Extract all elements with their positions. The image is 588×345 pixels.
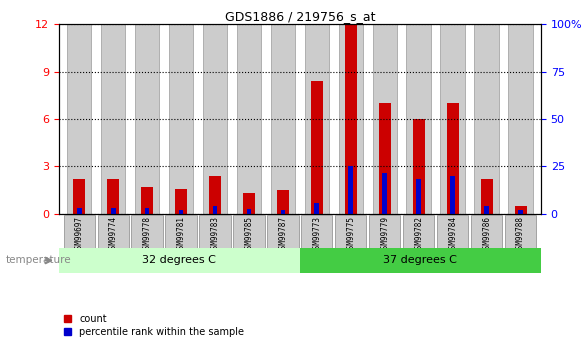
FancyBboxPatch shape <box>437 215 468 248</box>
Bar <box>485 206 489 214</box>
Text: GSM99779: GSM99779 <box>380 216 389 253</box>
FancyBboxPatch shape <box>335 215 366 248</box>
Bar <box>345 24 357 214</box>
Bar <box>77 208 82 214</box>
FancyBboxPatch shape <box>403 215 435 248</box>
Bar <box>379 103 390 214</box>
Bar <box>311 81 323 214</box>
Bar <box>111 208 115 214</box>
Bar <box>480 179 493 214</box>
FancyBboxPatch shape <box>199 215 230 248</box>
Text: GSM99783: GSM99783 <box>211 216 219 253</box>
Text: 32 degrees C: 32 degrees C <box>142 256 216 265</box>
Bar <box>450 176 455 214</box>
Bar <box>145 208 149 214</box>
Text: GSM99785: GSM99785 <box>245 216 253 253</box>
Bar <box>270 24 295 214</box>
Bar <box>107 179 119 214</box>
Text: GSM99778: GSM99778 <box>142 216 152 253</box>
Bar <box>440 24 465 214</box>
Bar <box>305 24 329 214</box>
Bar <box>141 187 153 214</box>
Bar <box>67 24 91 214</box>
Text: 37 degrees C: 37 degrees C <box>383 256 457 265</box>
Bar <box>413 119 425 214</box>
Bar <box>213 206 218 214</box>
FancyBboxPatch shape <box>300 248 541 273</box>
Text: GSM99784: GSM99784 <box>448 216 457 253</box>
FancyBboxPatch shape <box>471 215 502 248</box>
Bar <box>246 209 251 214</box>
Text: GSM99787: GSM99787 <box>278 216 288 253</box>
FancyBboxPatch shape <box>98 215 129 248</box>
Bar <box>179 210 183 214</box>
Bar <box>447 103 459 214</box>
Bar <box>518 210 523 214</box>
Bar <box>416 179 421 214</box>
Bar <box>514 206 526 214</box>
Text: GSM99781: GSM99781 <box>176 216 186 253</box>
Bar <box>349 167 353 214</box>
Bar <box>135 24 159 214</box>
Text: GSM99697: GSM99697 <box>75 216 83 253</box>
Bar <box>509 24 533 214</box>
Bar <box>209 176 221 214</box>
Legend: count, percentile rank within the sample: count, percentile rank within the sample <box>64 314 244 337</box>
FancyBboxPatch shape <box>132 215 163 248</box>
Bar <box>243 193 255 214</box>
Text: temperature: temperature <box>6 256 72 265</box>
Text: GSM99786: GSM99786 <box>482 216 491 253</box>
FancyBboxPatch shape <box>64 215 95 248</box>
Bar <box>339 24 363 214</box>
Bar <box>280 210 285 214</box>
Bar <box>237 24 261 214</box>
FancyBboxPatch shape <box>233 215 265 248</box>
Text: GSM99773: GSM99773 <box>312 216 322 253</box>
Bar <box>203 24 227 214</box>
Title: GDS1886 / 219756_s_at: GDS1886 / 219756_s_at <box>225 10 375 23</box>
Bar <box>101 24 125 214</box>
FancyBboxPatch shape <box>505 215 536 248</box>
Bar <box>175 189 187 214</box>
FancyBboxPatch shape <box>59 248 300 273</box>
Bar <box>382 173 387 214</box>
Bar <box>169 24 193 214</box>
Text: GSM99774: GSM99774 <box>109 216 118 253</box>
FancyBboxPatch shape <box>301 215 332 248</box>
Bar <box>74 179 85 214</box>
Bar <box>315 203 319 214</box>
Bar <box>406 24 431 214</box>
FancyBboxPatch shape <box>369 215 400 248</box>
Text: GSM99782: GSM99782 <box>414 216 423 253</box>
Bar <box>373 24 397 214</box>
Bar <box>475 24 499 214</box>
Bar <box>277 190 289 214</box>
FancyBboxPatch shape <box>268 215 299 248</box>
Text: GSM99775: GSM99775 <box>346 216 355 253</box>
Text: GSM99788: GSM99788 <box>516 216 525 253</box>
FancyBboxPatch shape <box>165 215 196 248</box>
